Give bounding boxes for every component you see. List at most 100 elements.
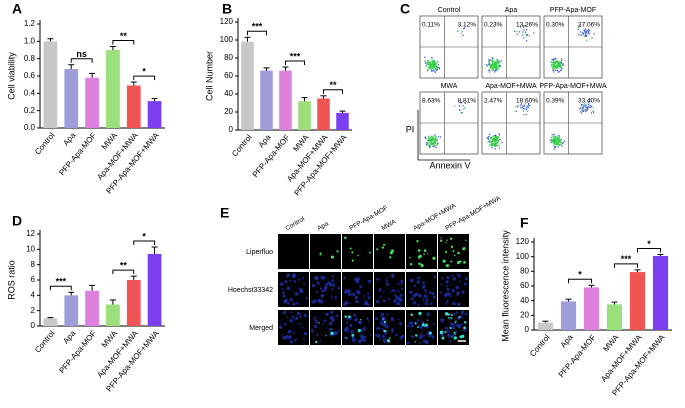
flow-dot <box>551 140 553 142</box>
flow-dot <box>499 64 501 67</box>
nucleus <box>440 291 443 294</box>
nucleus <box>385 282 389 286</box>
flow-dot <box>522 110 524 112</box>
significance-label: ns <box>76 49 87 59</box>
nucleus <box>297 287 300 290</box>
nucleus <box>447 292 450 295</box>
nucleus <box>449 295 452 298</box>
flow-dot <box>585 109 587 111</box>
fluorescence-spot <box>447 313 450 316</box>
flow-dot <box>522 31 524 33</box>
fluorescence-spot <box>465 239 467 242</box>
flow-dot <box>494 137 496 140</box>
flow-dot <box>492 143 494 145</box>
significance-bracket <box>285 60 305 65</box>
nucleus <box>385 279 389 282</box>
flow-dot <box>495 144 497 146</box>
nucleus <box>293 280 297 283</box>
flow-dot <box>427 59 429 62</box>
flow-dot <box>434 65 436 67</box>
nucleus <box>395 295 399 300</box>
flow-dot <box>428 140 430 142</box>
nucleus <box>323 288 327 292</box>
nucleus <box>446 275 450 280</box>
flow-dot <box>431 56 433 59</box>
flow-dot <box>553 64 555 66</box>
flow-dot <box>460 102 463 104</box>
flow-dot <box>434 71 436 73</box>
flow-dot <box>498 133 501 135</box>
flow-dot <box>555 141 557 143</box>
nucleus <box>387 298 391 301</box>
flow-dot <box>490 64 492 66</box>
flow-dot <box>581 109 584 111</box>
flow-dot <box>425 144 428 146</box>
bar <box>43 41 58 129</box>
fluorescence-spot <box>459 335 462 338</box>
flow-dot <box>430 69 432 71</box>
flow-dot <box>430 61 432 63</box>
flow-dot <box>524 31 527 33</box>
fluorescence-spot <box>319 253 322 256</box>
flow-dot <box>492 136 494 138</box>
flow-dot <box>488 62 490 64</box>
nucleus <box>384 324 389 329</box>
nucleus <box>282 294 286 298</box>
flow-dot <box>497 63 499 65</box>
significance-bracket <box>112 40 135 45</box>
upper-right-percent: 8.81% <box>458 98 477 105</box>
flow-dot <box>492 143 494 146</box>
nucleus <box>333 315 336 318</box>
flow-dot <box>493 69 495 72</box>
flow-dot <box>550 136 552 138</box>
flow-dot <box>560 141 562 143</box>
y-tick-label: 4 <box>31 290 36 299</box>
fluorescence-spot <box>450 314 453 317</box>
flow-dot <box>526 34 528 37</box>
flow-dot <box>494 71 496 73</box>
bar <box>85 290 99 326</box>
nucleus <box>360 334 364 338</box>
flow-dot <box>554 58 556 60</box>
flow-dot <box>492 69 494 71</box>
fluorescence-spot <box>458 316 461 319</box>
flow-dot <box>429 143 431 145</box>
nucleus <box>395 333 398 336</box>
fluorescence-spot <box>368 251 371 254</box>
flow-dot <box>435 67 437 70</box>
nucleus <box>316 321 319 324</box>
flow-dot <box>495 65 497 67</box>
flow-dot <box>495 67 497 69</box>
flow-dot <box>590 106 592 108</box>
flow-dot <box>588 100 591 103</box>
flow-dot <box>434 60 436 62</box>
nucleus <box>362 331 364 333</box>
flow-dot <box>492 142 494 145</box>
y-tick-label: 0.6 <box>24 71 36 80</box>
flow-dot <box>554 136 557 139</box>
fluorescence-spot <box>348 315 351 319</box>
flow-dot <box>558 62 561 65</box>
flow-dot <box>559 139 561 142</box>
flow-dot <box>431 62 433 65</box>
fluorescence-spot <box>336 250 339 253</box>
upper-left-percent: 0.30% <box>546 22 565 29</box>
fluorescence-spot <box>357 328 361 333</box>
flow-dot <box>558 140 560 142</box>
nucleus <box>278 325 282 329</box>
flow-dot <box>494 134 497 137</box>
nucleus <box>358 320 362 325</box>
nucleus <box>345 321 349 325</box>
flow-dot <box>493 137 495 139</box>
y-tick-label: 8 <box>31 260 36 269</box>
flow-dot <box>435 61 437 64</box>
fluorescence-spot <box>442 259 446 263</box>
flow-dot <box>491 143 493 146</box>
flow-dot <box>587 30 589 32</box>
flow-dot <box>461 112 464 114</box>
upper-right-percent: 13.26% <box>516 22 538 29</box>
nucleus <box>451 325 456 330</box>
column-label: Control <box>284 215 306 232</box>
nucleus <box>331 296 334 299</box>
nucleus <box>323 285 328 290</box>
